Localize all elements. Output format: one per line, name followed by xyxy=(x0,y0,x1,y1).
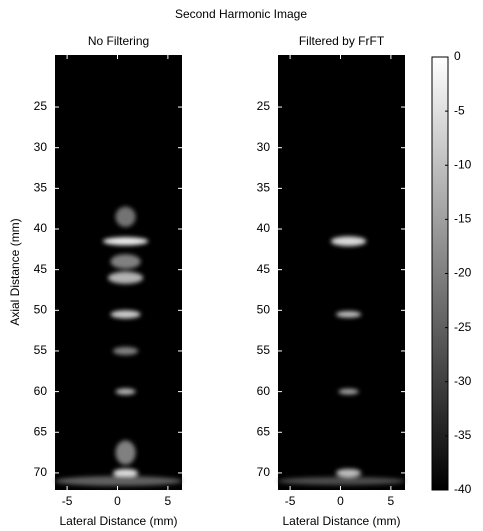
spot xyxy=(338,388,359,395)
x-tick-label: -5 xyxy=(62,494,73,508)
y-tick-label: 30 xyxy=(34,140,48,154)
y-tick-label: 50 xyxy=(34,302,48,316)
y-tick-label: 55 xyxy=(257,343,271,357)
y-axis-label: Axial Distance (mm) xyxy=(8,218,22,325)
x-tick-label: 0 xyxy=(337,494,344,508)
x-tick-label: 5 xyxy=(165,494,172,508)
colorbar-tick-label: -20 xyxy=(454,266,472,280)
y-tick-label: 30 xyxy=(257,140,271,154)
spot xyxy=(278,476,405,486)
y-tick-label: 65 xyxy=(34,424,48,438)
spot xyxy=(55,476,182,486)
spot xyxy=(115,388,136,395)
y-tick-label: 60 xyxy=(257,384,271,398)
spot xyxy=(102,237,149,246)
y-tick-label: 25 xyxy=(34,99,48,113)
colorbar-tick-label: 0 xyxy=(454,49,461,63)
image xyxy=(278,236,405,486)
panel-title: Filtered by FrFT xyxy=(299,34,385,48)
x-axis-label: Lateral Distance (mm) xyxy=(282,514,400,528)
panel-title: No Filtering xyxy=(88,34,149,48)
y-tick-label: 70 xyxy=(257,465,271,479)
colorbar-tick-label: -25 xyxy=(454,320,472,334)
image-background xyxy=(278,55,405,490)
spot xyxy=(110,254,141,269)
colorbar-tick-label: -5 xyxy=(454,103,465,117)
spot xyxy=(330,236,367,247)
y-tick-label: 50 xyxy=(257,302,271,316)
image xyxy=(55,206,182,486)
y-tick-label: 25 xyxy=(257,99,271,113)
y-tick-label: 45 xyxy=(257,262,271,276)
y-tick-label: 70 xyxy=(34,465,48,479)
figure-title: Second Harmonic Image xyxy=(175,7,307,21)
colorbar-tick-label: -30 xyxy=(454,374,472,388)
y-tick-label: 65 xyxy=(257,424,271,438)
spot xyxy=(110,310,141,319)
spot xyxy=(107,271,144,284)
x-tick-label: 5 xyxy=(388,494,395,508)
y-tick-label: 40 xyxy=(34,221,48,235)
y-tick-label: 35 xyxy=(34,181,48,195)
x-axis-label: Lateral Distance (mm) xyxy=(59,514,177,528)
y-tick-label: 45 xyxy=(34,262,48,276)
y-tick-label: 35 xyxy=(257,181,271,195)
spot xyxy=(335,311,362,318)
x-tick-label: 0 xyxy=(114,494,121,508)
colorbar-tick-label: -35 xyxy=(454,428,472,442)
x-tick-label: -5 xyxy=(285,494,296,508)
colorbar-tick-label: -10 xyxy=(454,157,472,171)
spot xyxy=(112,468,139,477)
spot xyxy=(115,206,136,227)
colorbar-tick-label: -40 xyxy=(454,482,472,496)
colorbar-tick-label: -15 xyxy=(454,212,472,226)
y-tick-label: 55 xyxy=(34,343,48,357)
y-tick-label: 40 xyxy=(257,221,271,235)
spot xyxy=(115,440,136,465)
spot xyxy=(335,468,362,477)
spot xyxy=(112,346,139,356)
y-tick-label: 60 xyxy=(34,384,48,398)
